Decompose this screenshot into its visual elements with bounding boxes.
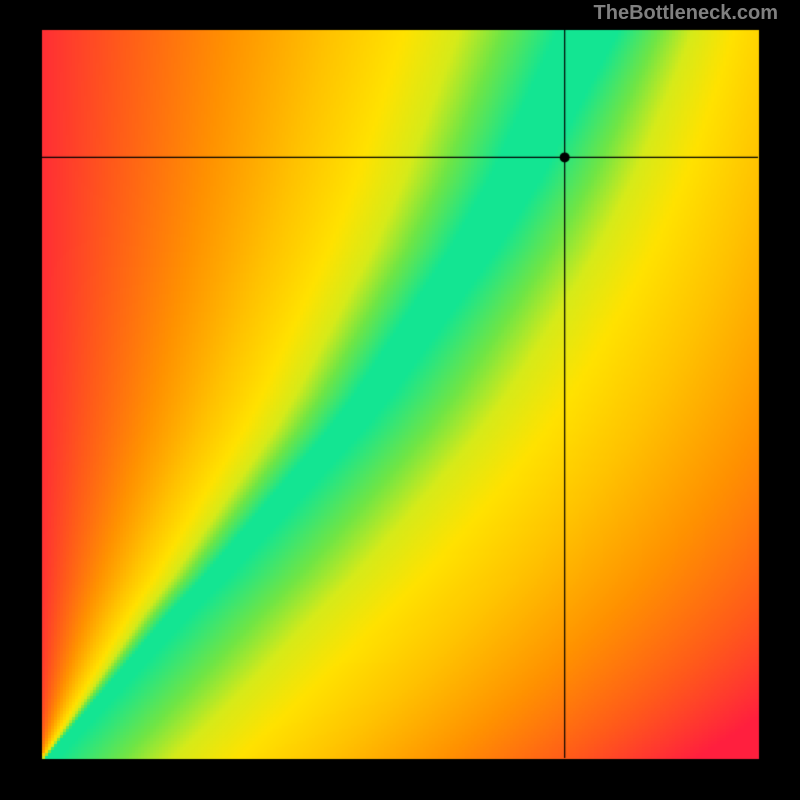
chart-container: TheBottleneck.com [0,0,800,800]
watermark-text: TheBottleneck.com [594,2,778,25]
heatmap-canvas [0,0,800,800]
